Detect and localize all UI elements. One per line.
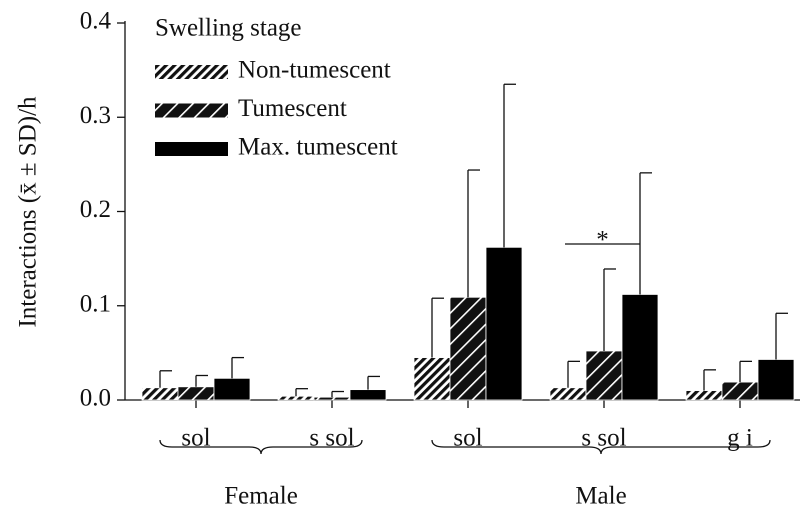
- legend-title: Swelling stage: [155, 15, 302, 42]
- x-tick-label: sol: [181, 425, 210, 452]
- legend-swatch: [155, 142, 228, 156]
- group-label: Male: [575, 483, 626, 510]
- x-tick-label: s sol: [309, 425, 354, 452]
- bar: [485, 246, 523, 401]
- bar: [721, 381, 759, 401]
- bar: [757, 359, 795, 401]
- group-brace: [159, 439, 363, 455]
- y-tick-label: 0.3: [80, 102, 111, 129]
- bar: [141, 387, 179, 401]
- y-tick-label: 0.1: [80, 290, 111, 317]
- legend-swatch: [155, 103, 228, 118]
- x-tick-label: sol: [453, 425, 482, 452]
- bar: [349, 389, 387, 401]
- y-tick-label: 0.0: [80, 385, 111, 412]
- y-tick-label: 0.2: [80, 196, 111, 223]
- legend-label: Max. tumescent: [238, 134, 398, 161]
- bar: [413, 357, 451, 401]
- bar: [449, 296, 487, 401]
- y-tick-label: 0.4: [80, 8, 112, 35]
- bar: [621, 294, 659, 401]
- x-tick-label: s sol: [581, 425, 626, 452]
- legend-label: Tumescent: [238, 95, 347, 122]
- group-brace: [431, 439, 771, 455]
- y-axis-label: Interactions (x̄ ± SD)/h: [15, 96, 42, 328]
- group-label: Female: [224, 483, 298, 510]
- bar: [177, 386, 215, 401]
- legend-swatch: [155, 65, 228, 79]
- bar: [277, 395, 315, 401]
- x-tick-label: g i: [727, 425, 753, 452]
- significance-label: *: [596, 227, 609, 254]
- bar: [585, 350, 623, 401]
- bar: [213, 377, 251, 401]
- bar: [313, 396, 351, 401]
- bar: [549, 387, 587, 401]
- legend-label: Non-tumescent: [238, 57, 391, 84]
- bar: [685, 390, 723, 401]
